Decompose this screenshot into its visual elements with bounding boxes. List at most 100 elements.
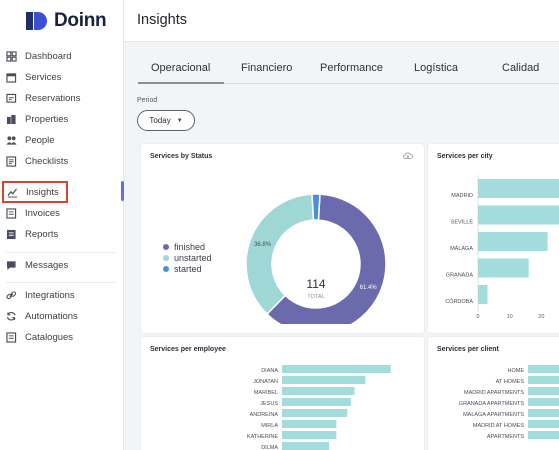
legend-swatch <box>163 243 169 250</box>
bar[interactable] <box>528 376 559 384</box>
bar[interactable] <box>282 398 351 406</box>
sync-icon <box>6 311 17 322</box>
bar-category-label: AT HOMES <box>496 379 525 385</box>
tab-financiero[interactable]: Financiero <box>241 62 293 74</box>
legend-item-finished: finished <box>163 241 212 252</box>
dashboard-icon <box>6 50 17 62</box>
x-tick-label: 0 <box>476 314 479 320</box>
bar-category-label: CÓRDOBA <box>445 298 473 305</box>
bar-category-label: HOME <box>508 368 525 374</box>
bar[interactable] <box>282 420 337 428</box>
building-icon <box>6 114 17 125</box>
logo[interactable]: Doinn <box>26 10 107 32</box>
bar[interactable] <box>478 179 559 198</box>
bar-category-label: MADRID APARTMENTS <box>464 390 524 396</box>
legend-item-started: started <box>163 263 212 274</box>
checklist-icon <box>6 155 17 167</box>
bar[interactable] <box>528 431 559 439</box>
sidebar-item-label: People <box>25 134 55 146</box>
card-title: Services per employee <box>150 346 226 353</box>
cloud-download-icon[interactable] <box>403 152 413 160</box>
bar[interactable] <box>478 258 529 278</box>
sidebar-item-label: Properties <box>25 113 69 125</box>
sidebar-item-people[interactable]: People <box>6 131 55 149</box>
bar-category-label: SEVILLE <box>451 220 474 226</box>
sidebar-item-services[interactable]: Services <box>6 68 61 86</box>
sidebar-item-label: Dashboard <box>25 50 72 62</box>
sidebar-item-invoices[interactable]: Invoices <box>6 204 60 222</box>
sidebar-item-label: Reservations <box>25 92 81 104</box>
legend-label: started <box>174 263 202 274</box>
status-legend: finished unstarted started <box>163 241 212 274</box>
bar-category-label: MADRID <box>451 193 473 199</box>
sidebar-divider <box>6 282 116 283</box>
sidebar-item-label: Services <box>25 71 62 83</box>
link-icon <box>6 290 17 301</box>
message-icon <box>6 260 17 271</box>
services-per-city-chart: MADRID SEVILLE MÁLAGA GRANADA CÓRDOBA 0 10 20 <box>445 175 559 320</box>
tab-active-underline <box>138 82 224 84</box>
tab-operacional[interactable]: Operacional <box>151 62 211 74</box>
period-select[interactable]: Today ▼ <box>137 110 195 131</box>
sidebar-item-properties[interactable]: Properties <box>6 110 68 128</box>
bar-category-label: GRANADA APARTMENTS <box>459 401 525 407</box>
bar[interactable] <box>528 387 559 395</box>
sidebar-item-dashboard[interactable]: Dashboard <box>6 47 71 65</box>
legend-item-unstarted: unstarted <box>163 252 212 263</box>
bar[interactable] <box>282 365 391 373</box>
sidebar-item-insights[interactable]: Insights <box>2 181 68 203</box>
sidebar-divider <box>6 252 116 253</box>
bar[interactable] <box>282 387 355 395</box>
sidebar-item-reports[interactable]: Reports <box>6 225 58 243</box>
donut-slice-unstarted[interactable] <box>245 193 315 316</box>
services-per-employee-chart: DIANA JONATAN MARIBEL JESUS ANDREINA MIRLA KAT… <box>247 365 391 450</box>
sidebar-item-catalogues[interactable]: Catalogues <box>6 328 73 346</box>
donut-total-value: 114 <box>306 277 325 291</box>
x-tick-label: 20 <box>538 314 544 320</box>
bar[interactable] <box>282 376 366 384</box>
donut-slice-label: 36.8% <box>254 242 272 248</box>
page-title: Insights <box>137 12 187 28</box>
bar-category-label: APARTMENTS <box>487 434 524 440</box>
bar-category-label: KATHERINE <box>247 434 278 440</box>
tab-calidad[interactable]: Calidad <box>502 62 540 74</box>
bar-category-label: ANDREINA <box>250 412 279 418</box>
catalogue-icon <box>6 331 17 343</box>
bar[interactable] <box>478 285 488 304</box>
tab-performance[interactable]: Performance <box>320 62 383 74</box>
bar[interactable] <box>528 420 559 428</box>
sidebar-item-automations[interactable]: Automations <box>6 307 78 325</box>
bar[interactable] <box>528 365 559 373</box>
bar[interactable] <box>478 205 559 225</box>
people-icon <box>6 135 17 146</box>
bar-category-label: MÁLAGA <box>450 245 473 252</box>
tab-divider <box>138 83 559 84</box>
report-icon <box>6 229 17 240</box>
bar[interactable] <box>528 409 559 417</box>
period-value: Today <box>149 116 171 125</box>
legend-swatch <box>163 254 169 261</box>
sidebar-item-checklists[interactable]: Checklists <box>6 152 68 170</box>
sidebar-item-label: Integrations <box>25 289 75 301</box>
services-per-client-chart: HOME AT HOMES MADRID APARTMENTS GRANADA APA… <box>459 365 559 440</box>
sidebar-item-reservations[interactable]: Reservations <box>6 89 80 107</box>
bar-category-label: DIANA <box>261 368 278 374</box>
legend-label: unstarted <box>174 252 212 263</box>
donut-slice-finished[interactable] <box>266 193 387 324</box>
sidebar-item-label: Insights <box>26 186 59 198</box>
bar-category-label: DILMA <box>261 445 278 450</box>
sidebar-item-messages[interactable]: Messages <box>6 256 68 274</box>
bar[interactable] <box>282 442 330 450</box>
bar-category-label: MADRID AT HOMES <box>473 423 524 429</box>
bar-category-label: MIRLA <box>261 423 278 429</box>
bar[interactable] <box>528 398 559 406</box>
bar[interactable] <box>282 431 337 439</box>
bar[interactable] <box>478 232 548 251</box>
status-donut-chart: 114 TOTAL 61.4% 36.8% <box>245 193 387 324</box>
tab-logistica[interactable]: Logística <box>414 62 459 74</box>
sidebar-item-integrations[interactable]: Integrations <box>6 286 75 304</box>
bar-category-label: MALAGA APARTMENTS <box>463 412 524 418</box>
card-title: Services by Status <box>150 153 213 160</box>
bar[interactable] <box>282 409 348 417</box>
donut-slice-started[interactable] <box>311 193 321 221</box>
